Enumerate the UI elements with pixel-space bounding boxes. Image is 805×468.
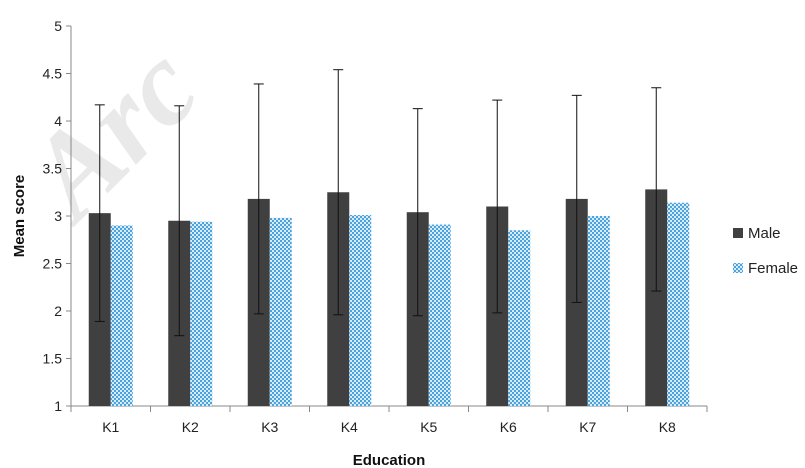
x-tick-label: K5 [420, 419, 437, 435]
x-tick-label: K6 [500, 419, 517, 435]
bar-female-k4 [349, 215, 372, 406]
error-bar-k4 [333, 69, 344, 316]
bar-female-k2 [190, 221, 213, 406]
y-tick-label: 3 [54, 208, 62, 224]
x-tick-label: K2 [182, 419, 199, 435]
bar-female-k8 [667, 202, 690, 406]
bar-female-k7 [587, 216, 610, 406]
bar-male-k8 [645, 189, 668, 406]
legend-swatch-male [733, 228, 743, 238]
x-tick-label: K3 [261, 419, 278, 435]
error-bar-k2 [174, 105, 185, 337]
y-tick-label: 2 [54, 303, 62, 319]
y-tick-label: 3.5 [43, 161, 63, 177]
x-axis-title: Education [353, 452, 426, 468]
y-tick-label: 4 [54, 113, 62, 129]
error-bar-k3 [253, 83, 264, 315]
plot-area [70, 26, 707, 407]
legend-label-female: Female [748, 260, 798, 277]
y-tick-label: 1.5 [43, 351, 63, 367]
y-tick-label: 4.5 [43, 66, 63, 82]
error-bar-k5 [412, 108, 423, 317]
x-tick-label: K7 [579, 419, 596, 435]
bar-female-k5 [428, 224, 451, 406]
x-tick-label: K1 [102, 419, 119, 435]
error-bar-k1 [94, 104, 105, 322]
error-bar-k6 [492, 99, 503, 314]
y-tick-label: 1 [54, 398, 62, 414]
x-tick-label: K8 [659, 419, 676, 435]
y-axis-title: Mean score [11, 175, 28, 258]
error-bar-k8 [651, 87, 662, 292]
legend-swatch-female [733, 263, 743, 273]
legend: Male Female [733, 225, 798, 277]
bar-female-k6 [508, 230, 531, 406]
y-tick-label: 5 [54, 18, 62, 34]
bar-female-k1 [110, 225, 133, 406]
error-bar-k7 [571, 94, 582, 303]
x-tick-label: K4 [341, 419, 358, 435]
x-axis-ticks: K1 K2 K3 K4 K5 K6 K7 K8 [70, 406, 708, 435]
watermark: Arc [0, 20, 223, 246]
y-axis-ticks: 1 1.5 2 2.5 3 3.5 4 4.5 5 [43, 18, 71, 414]
bar-female-k3 [269, 217, 292, 406]
legend-label-male: Male [748, 225, 781, 242]
y-tick-label: 2.5 [43, 256, 63, 272]
